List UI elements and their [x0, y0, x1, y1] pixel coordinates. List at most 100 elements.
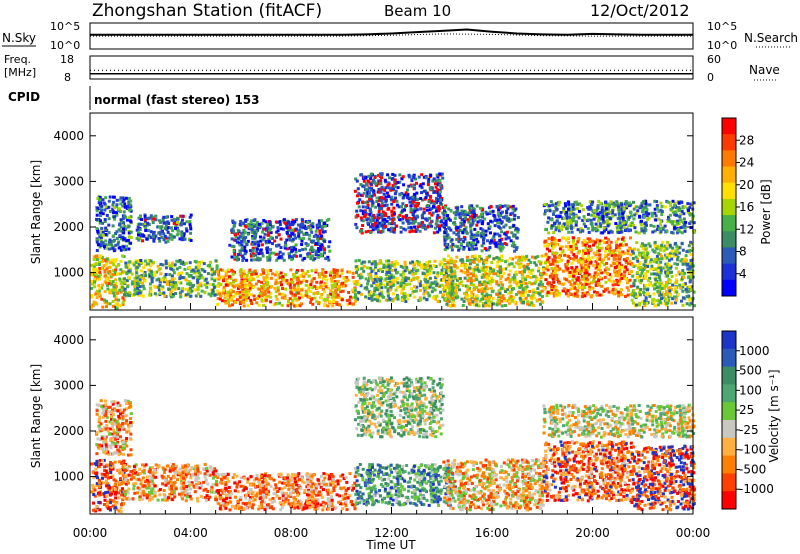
- scatter-cell-6: [388, 217, 392, 221]
- scatter-cell-7: [425, 271, 429, 275]
- scatter-cell-5: [323, 251, 326, 255]
- scatter-cell-9: [526, 275, 529, 279]
- scatter-cell-9: [459, 269, 463, 273]
- scatter-cell-5: [261, 230, 265, 234]
- scatter-cell-6: [380, 201, 384, 205]
- scatter-cell-8: [505, 209, 508, 213]
- scatter-cell-4: [332, 270, 336, 274]
- scatter-cell-10: [614, 266, 617, 270]
- scatter-cell-10: [603, 249, 607, 253]
- scatter-cell-9: [521, 276, 525, 280]
- scatter-cell-4: [326, 294, 330, 297]
- scatter-cell-2: [163, 278, 167, 282]
- scatter-cell-1: [119, 225, 123, 229]
- scatter-cell-10: [571, 284, 575, 288]
- scatter-cell-10: [576, 259, 580, 262]
- scatter-cell-8: [501, 210, 504, 214]
- scatter-cell-1: [127, 231, 131, 235]
- scatter-cell-1: [127, 205, 131, 209]
- scatter-cell-5: [251, 236, 255, 240]
- scatter-cell-6: [413, 186, 417, 190]
- scatter-cell-10: [619, 253, 623, 256]
- scatter-cell-5: [300, 239, 304, 243]
- scatter-cell-10: [568, 292, 572, 296]
- scatter-cell-4: [220, 299, 224, 303]
- scatter-cell-5: [309, 223, 313, 227]
- scatter-cell-9: [521, 290, 525, 294]
- scatter-cell-4: [227, 268, 231, 272]
- scatter-cell-10: [583, 280, 587, 283]
- scatter-cell-2: [168, 293, 172, 297]
- scatter-cell-4: [257, 287, 261, 291]
- scatter-cell-6: [394, 189, 398, 193]
- scatter-cell-4: [229, 288, 233, 292]
- scatter-cell-10: [600, 260, 604, 264]
- scatter-cell-5: [242, 228, 246, 232]
- scatter-cell-9: [480, 268, 484, 272]
- scatter-cell-8: [514, 248, 518, 251]
- scatter-cell-5: [309, 257, 313, 261]
- scatter-cell-8: [449, 245, 453, 249]
- scatter-cell-10: [616, 265, 620, 269]
- scatter-cell-10: [570, 266, 574, 270]
- scatter-cell-8: [469, 241, 473, 245]
- scatter-cell-10: [610, 254, 614, 257]
- scatter-cell-10: [599, 269, 602, 273]
- scatter-cell-10: [548, 274, 552, 278]
- scatter-cell-6: [367, 174, 371, 178]
- scatter-cell-2: [215, 264, 219, 268]
- scatter-cell-9: [529, 276, 533, 280]
- scatter-cell-9: [519, 280, 523, 283]
- scatter-cell-3: [158, 219, 162, 223]
- scatter-cell-6: [404, 228, 408, 232]
- scatter-cell-3: [166, 230, 170, 234]
- scatter-cell-10: [590, 281, 593, 285]
- scatter-cell-2: [128, 260, 132, 264]
- scatter-cell-6: [368, 195, 372, 198]
- scatter-cell-7: [400, 291, 403, 295]
- scatter-cell-5: [279, 254, 283, 258]
- scatter-cell-0: [93, 280, 96, 284]
- scatter-cell-8: [479, 215, 483, 219]
- scatter-cell-10: [553, 269, 557, 272]
- scatter-cell-4: [340, 272, 344, 275]
- frequency-panel: Freq. [MHz] 18 8 60 0 Nave: [4, 53, 780, 84]
- scatter-cell-7: [440, 261, 444, 265]
- scatter-cell-11: [583, 217, 587, 221]
- scatter-cell-7: [424, 286, 428, 290]
- scatter-cell-6: [392, 222, 396, 225]
- scatter-cell-8: [460, 218, 464, 222]
- scatter-cell-4: [249, 298, 253, 302]
- scatter-cell-6: [401, 175, 405, 179]
- scatter-cell-11: [638, 206, 642, 210]
- scatter-cell-7: [414, 261, 418, 265]
- scatter-cell-8: [483, 247, 487, 250]
- scatter-cell-0: [93, 285, 97, 289]
- scatter-cell-4: [280, 303, 284, 307]
- scatter-cell-9: [497, 289, 501, 293]
- scatter-cell-9: [496, 260, 500, 264]
- scatter-cell-10: [568, 257, 572, 260]
- scatter-cell-7: [419, 288, 422, 292]
- scatter-cell-2: [164, 266, 168, 270]
- scatter-cell-0: [102, 264, 106, 267]
- scatter-cell-9: [475, 294, 479, 298]
- scatter-cell-6: [392, 187, 395, 191]
- scatter-cell-4: [277, 273, 281, 277]
- scatter-cell-0: [105, 299, 108, 303]
- scatter-cell-7: [373, 297, 377, 301]
- scatter-cell-10: [595, 238, 599, 242]
- scatter-cell-5: [308, 233, 312, 237]
- scatter-cell-4: [290, 288, 294, 292]
- scatter-cell-3: [168, 233, 172, 237]
- scatter-cell-11: [588, 200, 592, 204]
- scatter-cell-5: [320, 237, 324, 241]
- scatter-cell-4: [250, 271, 254, 275]
- scatter-cell-2: [173, 277, 177, 281]
- scatter-cell-8: [480, 249, 484, 253]
- scatter-cell-9: [448, 297, 452, 301]
- scatter-cell-11: [575, 207, 579, 211]
- scatter-cell-4: [273, 286, 277, 290]
- scatter-cell-9: [489, 282, 492, 286]
